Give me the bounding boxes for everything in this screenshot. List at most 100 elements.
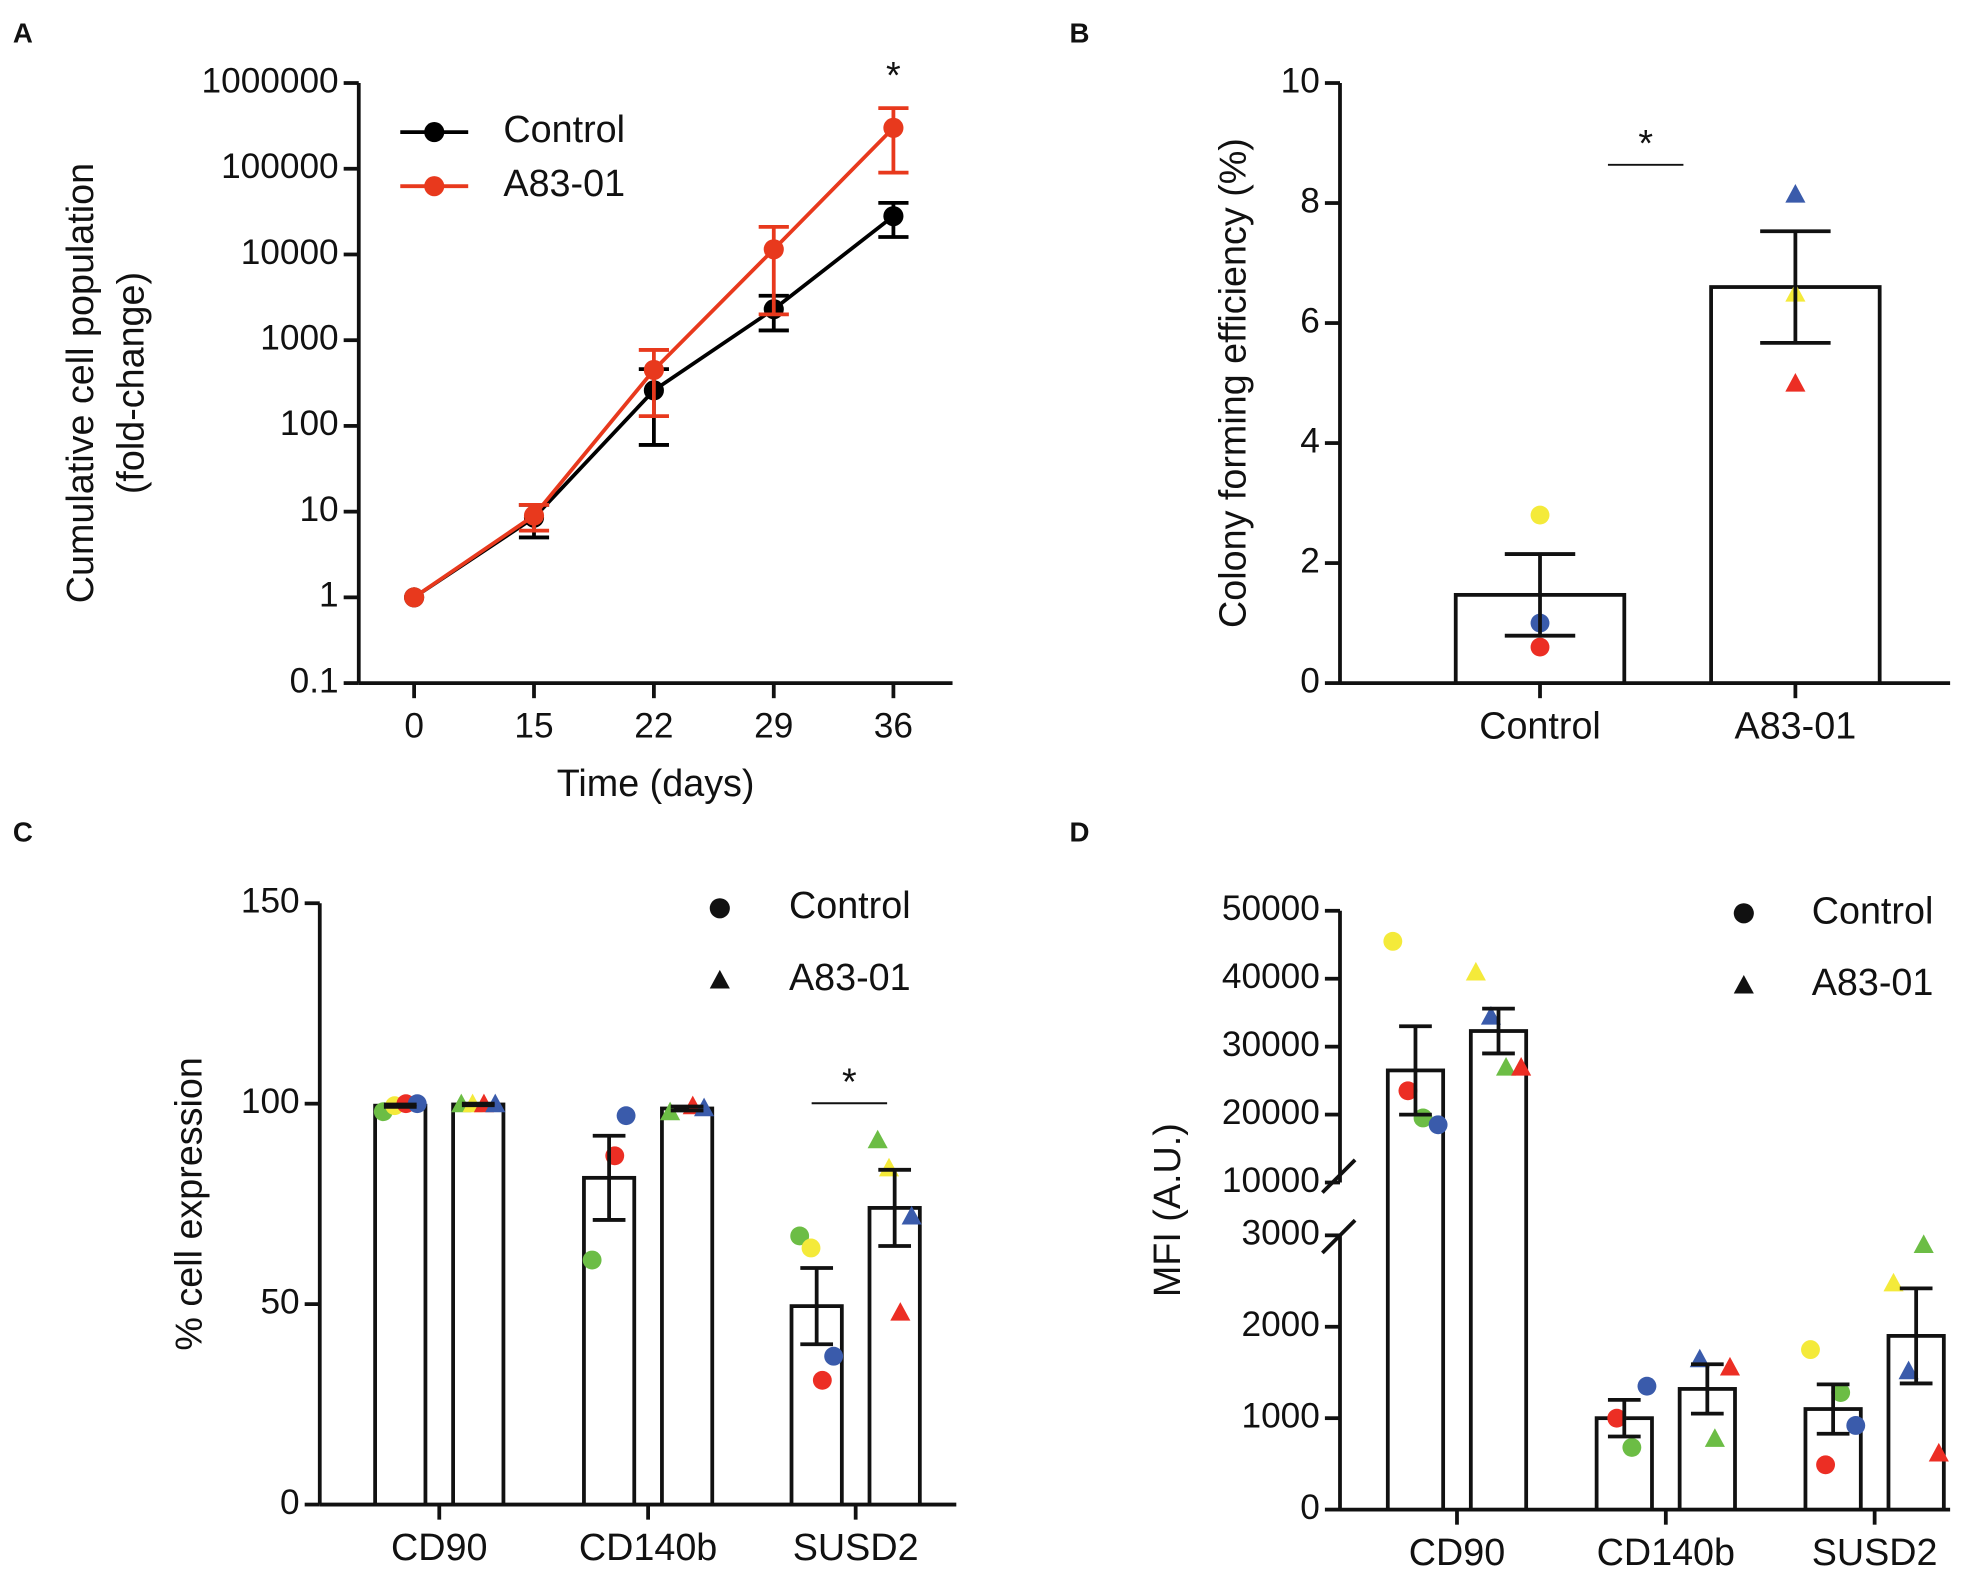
data-point	[883, 206, 904, 227]
replicate-point	[867, 1129, 888, 1149]
replicate-point	[1530, 505, 1550, 525]
y-tick-label: 8	[1300, 181, 1320, 220]
axis-break	[1321, 1158, 1357, 1194]
bar	[1385, 1068, 1446, 1512]
legend-label: Control	[503, 108, 625, 150]
y-tick-label: 10000	[241, 233, 339, 272]
replicate-point	[1530, 637, 1550, 657]
x-tick-label: A83-01	[1735, 704, 1857, 746]
replicate-point	[1785, 183, 1806, 203]
replicate-point	[824, 1346, 844, 1366]
x-tick-label: SUSD2	[1812, 1531, 1938, 1573]
legend-marker	[1733, 903, 1754, 924]
replicate-point	[616, 1106, 636, 1126]
replicate-point	[1398, 1081, 1418, 1101]
y-axis-label: Cumulative cell population	[59, 163, 101, 603]
replicate-point	[1719, 1356, 1741, 1376]
y-tick-label: 10000	[1222, 1161, 1320, 1200]
data-point	[763, 239, 784, 260]
replicate-point	[582, 1250, 602, 1270]
y-tick-label: 50000	[1222, 889, 1320, 928]
panel-label: B	[1070, 18, 1090, 49]
x-tick-label: CD140b	[1597, 1531, 1735, 1573]
replicate-point	[1383, 931, 1403, 951]
annotation: *	[842, 1060, 857, 1102]
data-point	[404, 587, 425, 608]
replicate-point	[1846, 1416, 1866, 1435]
y-tick-label: 10	[1281, 61, 1320, 100]
x-tick-label: CD140b	[579, 1526, 717, 1568]
bar	[373, 1103, 428, 1507]
y-axis-label: Colony forming efficiency (%)	[1212, 138, 1254, 628]
replicate-point	[1495, 1056, 1517, 1076]
data-point	[643, 359, 664, 380]
y-tick-label: 0	[1300, 661, 1320, 700]
x-axis-label: Time (days)	[557, 762, 755, 804]
y-tick-label: 40000	[1222, 957, 1320, 996]
y-tick-label: 0.1	[290, 661, 339, 700]
legend-marker	[1733, 974, 1754, 994]
x-tick-label: CD90	[391, 1526, 487, 1568]
y-tick-label: 3000	[1242, 1214, 1320, 1253]
y-tick-label: 100000	[221, 147, 339, 186]
replicate-point	[1428, 1115, 1448, 1135]
y-tick-label: 1	[319, 576, 339, 615]
replicate-point	[1465, 961, 1486, 981]
y-tick-label: 10	[299, 490, 338, 529]
bar	[660, 1106, 715, 1507]
y-tick-label: 0	[280, 1483, 300, 1522]
annotation: *	[1638, 122, 1653, 164]
y-tick-label: 4	[1300, 421, 1320, 460]
bar	[867, 1206, 922, 1507]
replicate-point	[485, 1093, 506, 1113]
y-tick-label: 100	[280, 404, 339, 443]
legend-marker	[709, 969, 730, 989]
replicate-point	[1928, 1442, 1949, 1462]
replicate-point	[1816, 1455, 1836, 1475]
data-point	[523, 505, 545, 526]
replicate-point	[801, 1238, 821, 1258]
y-tick-label: 1000	[1242, 1396, 1320, 1435]
legend-marker	[424, 176, 445, 197]
replicate-point	[901, 1205, 922, 1225]
replicate-point	[1898, 1360, 1919, 1380]
legend-label: Control	[789, 884, 911, 926]
replicate-point	[890, 1302, 911, 1321]
replicate-point	[812, 1370, 832, 1390]
bar	[582, 1175, 637, 1507]
panel-label: C	[13, 816, 33, 847]
y-tick-label: 50	[260, 1282, 299, 1321]
replicate-point	[1801, 1340, 1820, 1360]
x-tick-label: 15	[514, 707, 553, 746]
legend-marker	[424, 122, 445, 143]
replicate-point	[1511, 1056, 1532, 1076]
y-tick-label: 100	[241, 1082, 300, 1121]
replicate-point	[1785, 372, 1806, 392]
y-axis-label: (fold-change)	[110, 272, 152, 494]
legend-label: Control	[1812, 889, 1934, 931]
replicate-point	[1831, 1383, 1851, 1403]
x-tick-label: 29	[754, 707, 793, 746]
replicate-point	[790, 1226, 810, 1246]
x-tick-label: CD90	[1409, 1531, 1505, 1573]
replicate-point	[1883, 1272, 1904, 1292]
replicate-point	[1637, 1376, 1657, 1396]
y-tick-label: 1000000	[202, 61, 339, 100]
y-tick-label: 6	[1300, 301, 1320, 340]
bar	[1709, 285, 1882, 685]
replicate-point	[1913, 1234, 1934, 1254]
y-tick-label: 2	[1300, 541, 1320, 580]
legend-marker	[709, 898, 730, 919]
legend-label: A83-01	[1812, 961, 1934, 1003]
annotation: *	[886, 54, 901, 96]
x-tick-label: 0	[404, 707, 424, 746]
x-tick-label: SUSD2	[793, 1526, 919, 1568]
x-tick-label: 36	[874, 707, 913, 746]
replicate-point	[660, 1101, 681, 1121]
y-tick-label: 2000	[1242, 1305, 1320, 1344]
y-axis-label: % cell expression	[167, 1057, 209, 1350]
y-tick-label: 150	[241, 882, 300, 921]
y-tick-label: 20000	[1222, 1093, 1320, 1132]
legend-label: A83-01	[789, 956, 911, 998]
